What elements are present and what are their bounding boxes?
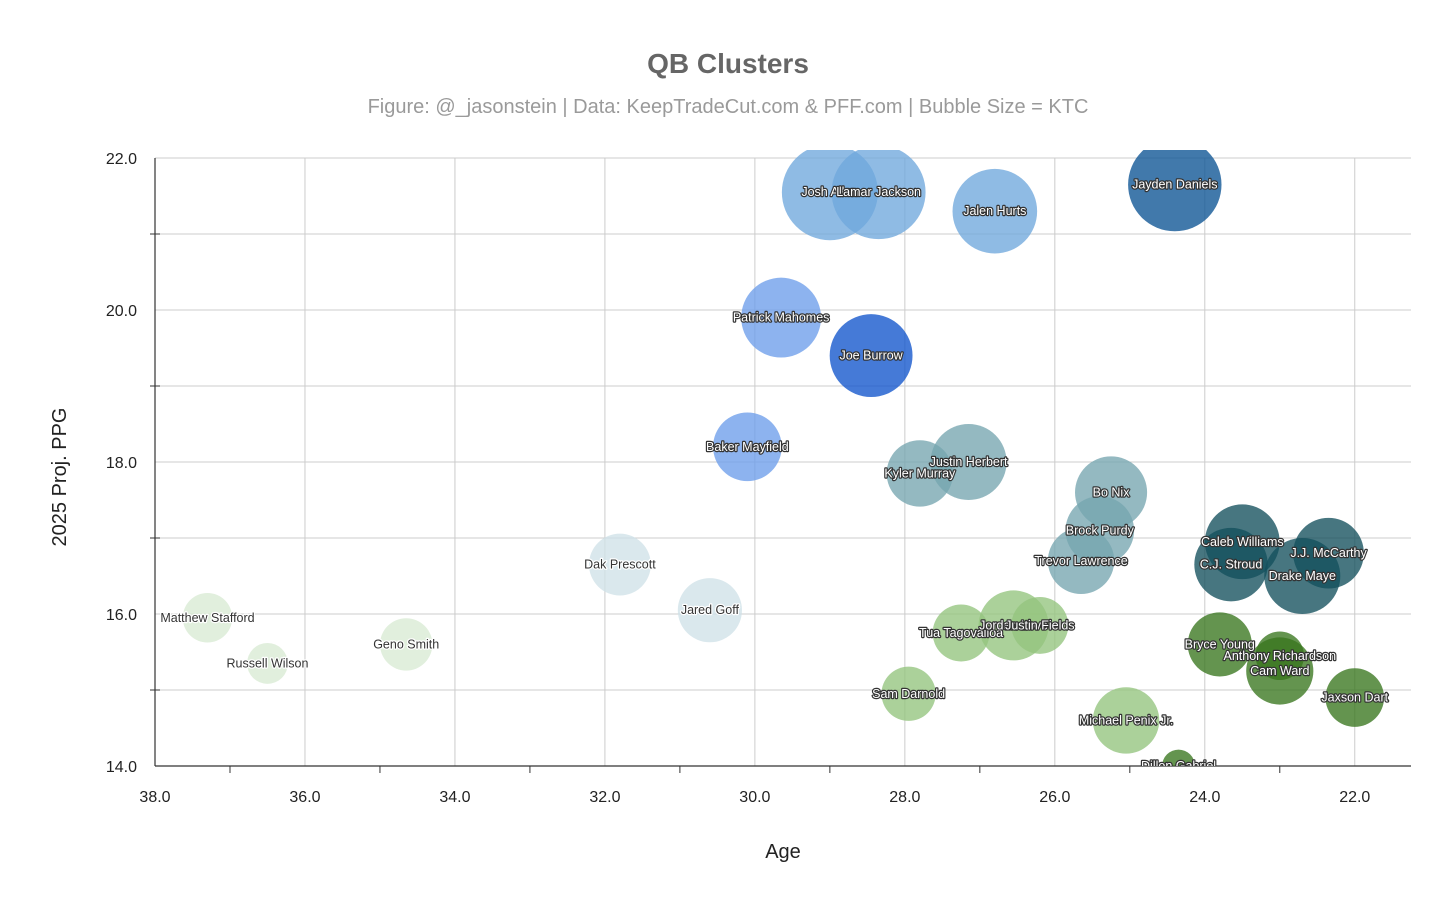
bubble-jalen-hurts xyxy=(952,168,1038,254)
x-tick-label: 36.0 xyxy=(289,789,320,806)
bubble-label: Josh Allen xyxy=(801,185,858,199)
bubble-jaxson-dart xyxy=(1325,668,1385,727)
bubble-justin-herbert xyxy=(930,423,1007,501)
bubble-label: Patrick Mahomes xyxy=(733,311,830,325)
bubble-c-j-stroud xyxy=(1194,527,1268,602)
bubble-dillon-gabriel xyxy=(1162,749,1195,766)
bubble-label: Justin Herbert xyxy=(930,455,1008,469)
grid-lines xyxy=(154,157,1411,767)
x-tick-label: 24.0 xyxy=(1189,789,1220,806)
bubble-label: Jordan Love xyxy=(979,618,1048,632)
bubble-patrick-mahomes xyxy=(741,277,822,358)
x-tick-label: 26.0 xyxy=(1039,789,1070,806)
bubble-matthew-stafford xyxy=(182,593,233,643)
y-tick-label: 18.0 xyxy=(106,455,137,472)
bubble-label: Kyler Murray xyxy=(884,466,956,480)
x-tick-label: 22.0 xyxy=(1339,789,1370,806)
bubble-tua-tagovailoa xyxy=(932,604,990,662)
bubble-label: Matthew Stafford xyxy=(160,611,254,625)
bubble-label: Joe Burrow xyxy=(839,349,903,363)
bubble-michael-penix-jr- xyxy=(1092,687,1160,754)
bubble-bryce-young xyxy=(1187,612,1252,677)
bubble-label: Jaxson Dart xyxy=(1321,691,1388,705)
x-tick-label: 32.0 xyxy=(589,789,620,806)
bubble-label: C.J. Stroud xyxy=(1200,558,1263,572)
bubble-label: Geno Smith xyxy=(373,637,439,651)
bubble-label: Michael Penix Jr. xyxy=(1079,713,1173,727)
bubble-label: Trevor Lawrence xyxy=(1034,554,1127,568)
bubble-lamar-jackson xyxy=(831,150,926,240)
bubble-label: Jared Goff xyxy=(681,603,740,617)
bubble-cam-ward xyxy=(1246,637,1314,705)
bubble-sam-darnold xyxy=(881,666,936,721)
x-tick-label: 38.0 xyxy=(139,789,170,806)
bubble-justin-fields xyxy=(1011,596,1069,654)
bubble-layer xyxy=(182,150,1385,766)
bubble-label: Bryce Young xyxy=(1185,637,1255,651)
x-tick-label: 28.0 xyxy=(889,789,920,806)
chart-title: QB Clusters xyxy=(647,48,809,79)
bubble-drake-maye xyxy=(1264,537,1341,615)
bubble-label: J.J. McCarthy xyxy=(1290,546,1367,560)
bubble-label: Drake Maye xyxy=(1269,569,1336,583)
bubble-joe-burrow xyxy=(829,314,913,398)
bubble-label: Caleb Williams xyxy=(1201,535,1284,549)
bubble-label: Bo Nix xyxy=(1093,485,1131,499)
bubble-label: Anthony Richardson xyxy=(1223,649,1336,663)
bubble-label: Russell Wilson xyxy=(226,656,308,670)
x-tick-label: 30.0 xyxy=(739,789,770,806)
bubble-label: Justin Fields xyxy=(1005,618,1074,632)
bubble-label: Baker Mayfield xyxy=(706,440,789,454)
y-tick-label: 14.0 xyxy=(106,759,137,776)
bubble-label: Lamar Jackson xyxy=(836,185,921,199)
bubble-russell-wilson xyxy=(247,642,288,684)
bubble-label: Dak Prescott xyxy=(584,558,656,572)
bubble-dak-prescott xyxy=(588,533,651,596)
y-tick-label: 20.0 xyxy=(106,303,137,320)
bubble-baker-mayfield xyxy=(713,412,782,482)
bubble-label: Cam Ward xyxy=(1250,664,1309,678)
chart-subtitle: Figure: @_jasonstein | Data: KeepTradeCu… xyxy=(368,96,1089,118)
y-tick-label: 22.0 xyxy=(106,151,137,168)
y-axis-title: 2025 Proj. PPG xyxy=(49,408,71,547)
y-tick-label: 16.0 xyxy=(106,607,137,624)
bubble-label: Jalen Hurts xyxy=(963,204,1026,218)
bubble-trevor-lawrence xyxy=(1047,527,1115,595)
axes: 38.0 36.0 34.0 32.0 30.0 28.0 26.0 24.0 22.0 14.0… xyxy=(106,151,1411,806)
bubble-jared-goff xyxy=(677,578,742,643)
x-axis-title: Age xyxy=(765,841,801,863)
bubble-label: Tua Tagovailoa xyxy=(919,626,1003,640)
bubble-label: Sam Darnold xyxy=(872,687,945,701)
bubble-label: Brock Purdy xyxy=(1066,523,1135,537)
bubble-jayden-daniels xyxy=(1128,150,1222,232)
x-tick-label: 34.0 xyxy=(439,789,470,806)
bubble-label: Dillon Gabriel xyxy=(1141,759,1216,773)
bubble-label: Jayden Daniels xyxy=(1132,178,1217,192)
bubble-geno-smith xyxy=(380,618,433,671)
